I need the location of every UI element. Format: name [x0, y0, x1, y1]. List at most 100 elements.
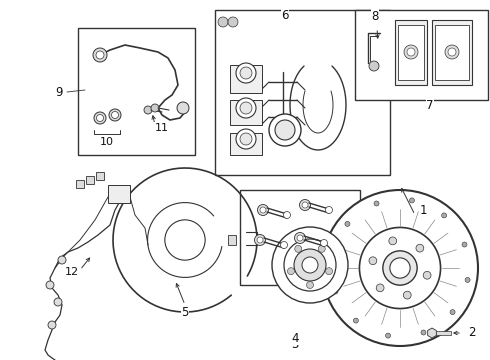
Bar — [355, 10, 488, 100]
Bar — [230, 100, 262, 125]
Text: 10: 10 — [100, 137, 114, 147]
Circle shape — [390, 258, 410, 278]
Circle shape — [254, 234, 266, 246]
Circle shape — [177, 102, 189, 114]
Circle shape — [260, 207, 266, 213]
Circle shape — [280, 242, 288, 248]
Circle shape — [369, 61, 379, 71]
Circle shape — [421, 330, 426, 335]
Circle shape — [288, 268, 294, 275]
Circle shape — [96, 51, 104, 59]
Bar — [435, 25, 469, 80]
Circle shape — [376, 284, 384, 292]
Circle shape — [46, 281, 54, 289]
Circle shape — [445, 45, 459, 59]
Circle shape — [240, 133, 252, 145]
Circle shape — [423, 271, 431, 279]
Bar — [398, 25, 424, 80]
Circle shape — [333, 289, 338, 294]
Circle shape — [258, 204, 269, 216]
Bar — [96, 172, 104, 180]
Circle shape — [407, 48, 415, 56]
Bar — [86, 176, 94, 184]
Circle shape — [360, 228, 441, 309]
Circle shape — [284, 212, 291, 219]
Bar — [230, 133, 262, 155]
Circle shape — [297, 235, 303, 241]
Circle shape — [54, 298, 62, 306]
Circle shape — [48, 321, 56, 329]
Circle shape — [94, 112, 106, 124]
Circle shape — [302, 202, 308, 208]
Text: 11: 11 — [155, 123, 169, 133]
Text: 12: 12 — [65, 267, 79, 277]
Text: 1: 1 — [419, 203, 427, 216]
Circle shape — [353, 318, 358, 323]
Circle shape — [122, 186, 128, 194]
Circle shape — [93, 48, 107, 62]
Text: 4: 4 — [291, 332, 299, 345]
Circle shape — [228, 17, 238, 27]
Bar — [395, 20, 427, 85]
Text: 2: 2 — [468, 327, 476, 339]
Circle shape — [257, 237, 263, 243]
Circle shape — [369, 257, 377, 265]
Circle shape — [320, 239, 327, 247]
Circle shape — [416, 244, 424, 252]
Bar — [230, 65, 262, 93]
Bar — [78, 28, 195, 155]
Circle shape — [410, 198, 415, 203]
Circle shape — [299, 199, 311, 211]
Circle shape — [284, 239, 336, 291]
Circle shape — [374, 201, 379, 206]
Text: 9: 9 — [55, 86, 63, 99]
Bar — [108, 185, 130, 203]
Bar — [432, 20, 472, 85]
Circle shape — [441, 213, 446, 218]
Circle shape — [58, 256, 66, 264]
Circle shape — [151, 104, 159, 112]
Circle shape — [448, 48, 456, 56]
Bar — [228, 235, 236, 245]
Bar — [240, 190, 360, 285]
Circle shape — [97, 114, 103, 122]
Circle shape — [272, 227, 348, 303]
Text: 6: 6 — [281, 9, 289, 22]
Circle shape — [109, 109, 121, 121]
Circle shape — [295, 245, 302, 252]
Circle shape — [330, 253, 335, 258]
Circle shape — [236, 129, 256, 149]
Circle shape — [465, 278, 470, 282]
Text: 3: 3 — [292, 338, 299, 351]
Circle shape — [325, 207, 333, 213]
Circle shape — [307, 282, 314, 288]
Circle shape — [109, 186, 117, 194]
Bar — [215, 10, 390, 175]
Polygon shape — [428, 328, 436, 338]
Circle shape — [240, 67, 252, 79]
Circle shape — [462, 242, 467, 247]
Circle shape — [322, 190, 478, 346]
Circle shape — [386, 333, 391, 338]
Circle shape — [269, 114, 301, 146]
Circle shape — [236, 98, 256, 118]
Circle shape — [240, 102, 252, 114]
Bar — [76, 180, 84, 188]
Circle shape — [404, 45, 418, 59]
Text: 5: 5 — [181, 306, 189, 319]
Circle shape — [144, 106, 152, 114]
Bar — [436, 331, 451, 335]
Circle shape — [302, 257, 318, 273]
Circle shape — [403, 291, 411, 299]
Circle shape — [236, 63, 256, 83]
Circle shape — [294, 233, 305, 243]
Circle shape — [383, 251, 417, 285]
Circle shape — [165, 220, 205, 260]
Circle shape — [389, 237, 396, 245]
Circle shape — [325, 268, 333, 275]
Circle shape — [294, 249, 326, 281]
Text: 7: 7 — [426, 99, 434, 112]
Circle shape — [112, 112, 119, 118]
Circle shape — [450, 310, 455, 315]
Text: 8: 8 — [371, 9, 379, 23]
